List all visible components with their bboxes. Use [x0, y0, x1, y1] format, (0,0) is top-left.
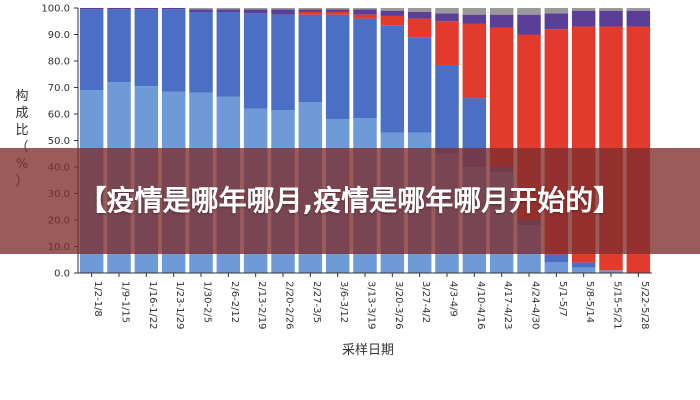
x-tick-label: 1/16-1/22 — [147, 281, 158, 330]
bar-segment-2-19 — [571, 262, 596, 268]
y-tick-label: 60.0 — [48, 110, 70, 121]
y-tick-label: 100.0 — [41, 4, 70, 15]
bar-segment-5-16 — [489, 8, 514, 15]
bar-segment-4-3 — [134, 8, 159, 10]
bar-segment-5-6 — [216, 8, 241, 10]
bar-segment-3-14 — [435, 21, 459, 65]
bar-segment-4-16 — [489, 14, 514, 28]
bar-segment-5-8 — [271, 8, 295, 10]
x-tick-label: 1/30-2/5 — [202, 281, 213, 323]
bar-segment-2-14 — [435, 64, 459, 154]
bar-segment-4-2 — [107, 8, 131, 10]
x-tick-label: 5/8-5/14 — [584, 281, 595, 323]
bar-segment-2-5 — [189, 11, 213, 93]
bar-segment-2-13 — [407, 37, 432, 133]
x-tick-label: 4/3-4/9 — [448, 281, 459, 317]
bar-segment-2-10 — [325, 14, 350, 120]
bar-segment-4-11 — [353, 9, 377, 15]
bar-segment-5-17 — [517, 8, 541, 15]
bar-segment-5-11 — [353, 8, 377, 10]
bar-segment-3-16 — [489, 27, 514, 168]
bar-segment-4-18 — [544, 13, 569, 30]
bar-segment-4-14 — [435, 13, 459, 22]
bar-segment-3-13 — [407, 18, 432, 38]
bar-segment-5-15 — [462, 8, 487, 15]
bar-segment-3-11 — [353, 14, 377, 19]
x-tick-label: 4/10-4/16 — [475, 281, 486, 330]
x-axis-label: 采样日期 — [342, 343, 394, 358]
y-tick-label: 50.0 — [48, 136, 70, 147]
y-tick-label: 0.0 — [54, 269, 70, 280]
bar-segment-2-3 — [134, 9, 159, 87]
bar-segment-4-4 — [161, 8, 186, 10]
x-tick-label: 2/20-2/26 — [284, 281, 295, 330]
x-tick-label: 1/23-1/29 — [174, 281, 185, 330]
x-tick-label: 4/24-4/30 — [530, 281, 541, 330]
x-tick-label: 2/27-3/5 — [311, 281, 322, 323]
bar-segment-4-13 — [407, 11, 432, 19]
bar-segment-5-13 — [407, 8, 432, 12]
bar-segment-4-9 — [298, 9, 323, 12]
bar-segment-5-18 — [544, 8, 569, 14]
bar-segment-2-8 — [271, 14, 295, 111]
y-tick-label: 80.0 — [48, 57, 70, 68]
bar-segment-2-12 — [380, 25, 405, 133]
bar-segment-3-12 — [380, 15, 405, 26]
x-tick-label: 2/6-2/12 — [229, 281, 240, 323]
y-tick-label: 90.0 — [48, 30, 70, 41]
bar-segment-4-17 — [517, 14, 541, 35]
x-tick-label: 5/22-5/28 — [639, 281, 650, 330]
bar-segment-3-10 — [325, 11, 350, 15]
bar-segment-4-7 — [243, 9, 268, 14]
title-banner: 【疫情是哪年哪月,疫情是哪年哪月开始的】 — [0, 148, 700, 254]
x-tick-label: 4/17-4/23 — [502, 281, 513, 330]
bar-segment-2-18 — [544, 254, 569, 263]
x-tick-label: 2/13-2/19 — [256, 281, 267, 330]
bar-segment-2-6 — [216, 11, 241, 97]
bar-segment-4-10 — [325, 9, 350, 12]
x-tick-label: 1/9-1/15 — [120, 281, 131, 323]
bar-segment-2-2 — [107, 9, 131, 83]
bar-segment-4-19 — [571, 10, 596, 27]
x-tick-label: 1/2-1/8 — [92, 281, 103, 317]
bar-segment-3-15 — [462, 23, 487, 99]
x-tick-label: 5/1-5/7 — [557, 281, 568, 317]
bar-segment-4-6 — [216, 9, 241, 12]
bar-segment-4-1 — [79, 8, 104, 10]
bar-segment-5-21 — [626, 8, 651, 11]
bar-segment-5-12 — [380, 8, 405, 11]
bar-segment-4-20 — [599, 10, 623, 27]
y-tick-label: 70.0 — [48, 83, 70, 94]
bar-segment-3-9 — [298, 11, 323, 15]
bar-segment-2-9 — [298, 14, 323, 103]
bar-segment-1-19 — [571, 267, 596, 273]
bar-segment-5-19 — [571, 8, 596, 11]
bar-segment-4-12 — [380, 10, 405, 16]
bar-segment-2-11 — [353, 18, 377, 118]
x-tick-label: 3/13-3/19 — [366, 281, 377, 330]
x-tick-label: 5/15-5/21 — [612, 281, 623, 330]
bar-segment-1-18 — [544, 262, 569, 273]
bar-segment-5-20 — [599, 8, 623, 11]
bar-segment-2-4 — [161, 9, 186, 92]
bar-segment-4-5 — [189, 9, 213, 12]
x-tick-labels: 1/2-1/8 1/9-1/15 1/16-1/22 1/23-1/29 1/30-2/… — [91, 273, 650, 330]
bar-segment-4-21 — [626, 10, 651, 27]
bar-segment-5-10 — [325, 8, 350, 10]
banner-title: 【疫情是哪年哪月,疫情是哪年哪月开始的】 — [78, 184, 622, 217]
bar-segment-1-20 — [599, 270, 623, 273]
x-tick-label: 3/27-4/2 — [420, 281, 431, 323]
bar-segment-5-9 — [298, 8, 323, 10]
bar-segment-5-5 — [189, 8, 213, 10]
bar-segment-4-15 — [462, 14, 487, 24]
bar-segment-5-7 — [243, 8, 268, 10]
bar-segment-2-7 — [243, 13, 268, 109]
bar-segment-2-1 — [79, 9, 104, 91]
x-tick-label: 3/20-3/26 — [393, 281, 404, 330]
bar-segment-4-8 — [271, 9, 295, 15]
bar-segment-5-14 — [435, 8, 459, 14]
x-tick-label: 3/6-3/12 — [338, 281, 349, 323]
